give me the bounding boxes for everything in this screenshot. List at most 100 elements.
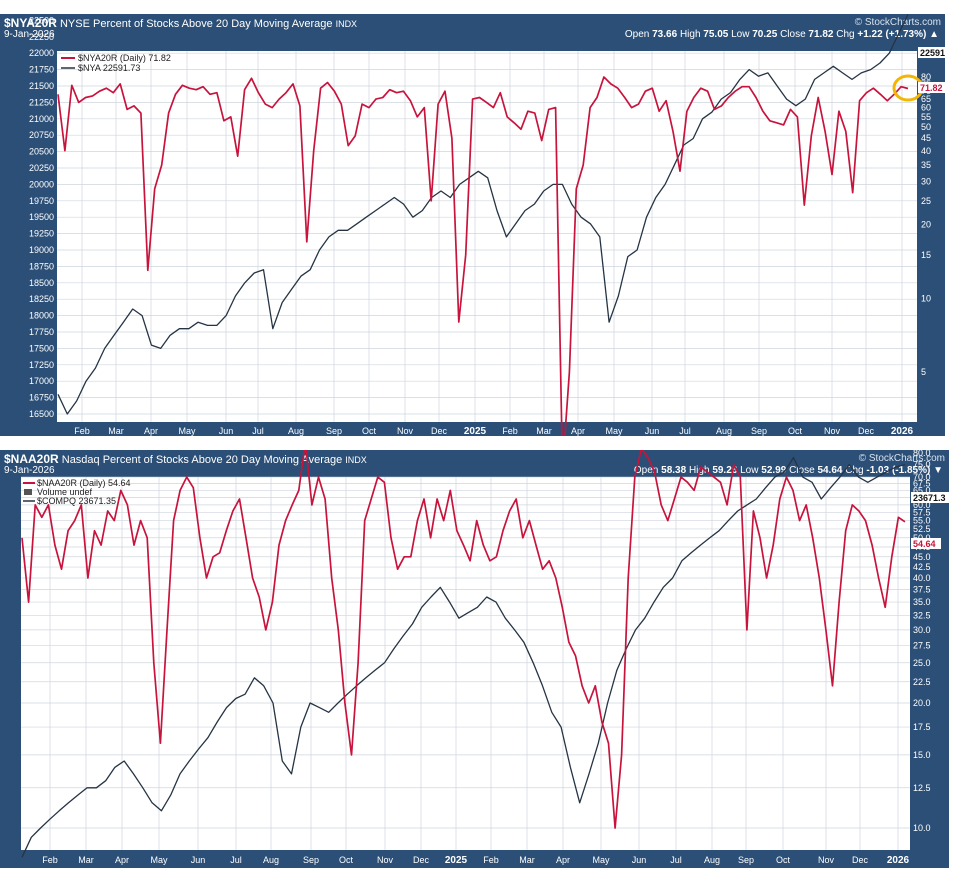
naa20r-chart-panel: $NAA20R Nasdaq Percent of Stocks Above 2… — [0, 450, 949, 868]
x-axis-tick-label: Sep — [303, 855, 319, 865]
left-axis-tick-label: 22000 — [29, 48, 54, 58]
x-axis-tick-label: Dec — [413, 855, 430, 865]
right-axis-tick-label: 50 — [921, 122, 931, 132]
x-axis-tick-label: Sep — [738, 855, 754, 865]
right-axis-tick-label: 30 — [921, 176, 931, 186]
x-axis-tick-label: Jun — [219, 426, 234, 436]
left-axis-tick-label: 20250 — [29, 163, 54, 173]
open-label: Open — [633, 465, 659, 476]
chart-symbol: $NYA20R — [4, 16, 57, 30]
last-value-tag — [911, 538, 941, 549]
left-axis-tick-label: 18000 — [29, 311, 54, 321]
x-axis-tick-label: Jul — [252, 426, 264, 436]
change-label: Chg — [836, 29, 855, 40]
right-axis-tick-label: 10 — [921, 293, 931, 303]
last-value-tag — [911, 492, 949, 503]
x-axis-tick-label: 2026 — [887, 855, 910, 866]
right-axis-tick-label: 42.5 — [913, 562, 931, 572]
x-axis-tick-label: Oct — [776, 855, 791, 865]
close-value: 71.82 — [808, 29, 834, 40]
right-axis-tick-label: 35 — [921, 160, 931, 170]
chart-description: Nasdaq Percent of Stocks Above 20 Day Mo… — [61, 454, 343, 466]
x-axis-tick-label: May — [150, 855, 168, 865]
x-axis-tick-label: 2026 — [891, 426, 914, 436]
right-axis-tick-label: 65.0 — [913, 485, 931, 495]
left-axis-tick-label: 20000 — [29, 179, 54, 189]
x-axis-tick-label: 2025 — [464, 426, 487, 436]
right-axis-tick-label: 25.0 — [913, 658, 931, 668]
x-axis-tick-label: May — [592, 855, 610, 865]
low-value: 52.99 — [761, 465, 787, 476]
close-value: 54.64 — [817, 465, 843, 476]
right-axis-tick-label: 25 — [921, 196, 931, 206]
high-value: 59.26 — [712, 465, 738, 476]
right-axis-tick-label: 65 — [921, 94, 931, 104]
x-axis-tick-label: Jun — [632, 855, 647, 865]
left-axis-tick-label: 20750 — [29, 130, 54, 140]
right-axis-tick-label: 10.0 — [913, 823, 931, 833]
x-axis-tick-label: Oct — [339, 855, 354, 865]
x-axis-tick-label: Feb — [42, 855, 58, 865]
last-value-tag-label: 23671.3 — [913, 493, 946, 503]
high-label: High — [679, 29, 701, 40]
right-axis-tick-label: 52.5 — [913, 524, 931, 534]
chart-exchange: INDX — [345, 455, 367, 465]
close-label: Close — [789, 465, 815, 476]
x-axis-tick-label: Nov — [818, 855, 835, 865]
chart-date: 9-Jan-2026 — [4, 465, 55, 476]
right-axis-tick-label: 45.0 — [913, 552, 931, 562]
left-axis-tick-label: 17250 — [29, 360, 54, 370]
chart-title: $NAA20R Nasdaq Percent of Stocks Above 2… — [4, 452, 367, 466]
close-label: Close — [780, 29, 806, 40]
left-axis-tick-label: 18250 — [29, 294, 54, 304]
right-axis-tick-label: 12.5 — [913, 783, 931, 793]
left-axis-tick-label: 19250 — [29, 229, 54, 239]
last-value-tag-label: 71.82 — [920, 83, 943, 93]
right-axis-tick-label: 80.0 — [913, 450, 931, 458]
chart-symbol: $NAA20R — [4, 452, 59, 466]
x-axis-tick-label: Feb — [502, 426, 518, 436]
left-axis-tick-label: 19000 — [29, 245, 54, 255]
right-axis-tick-label: 45 — [921, 133, 931, 143]
x-axis-tick-label: Feb — [74, 426, 90, 436]
x-axis-tick-label: Jul — [670, 855, 682, 865]
right-axis-tick-label: 30.0 — [913, 625, 931, 635]
open-value: 73.66 — [652, 29, 678, 40]
x-axis-tick-label: 2025 — [445, 855, 468, 866]
right-axis-tick-label: 55.0 — [913, 516, 931, 526]
legend-entry: Volume undef — [37, 487, 93, 497]
x-axis-tick-label: Dec — [858, 426, 875, 436]
left-axis-tick-label: 22250 — [29, 32, 54, 42]
x-axis-tick-label: Oct — [362, 426, 377, 436]
right-axis-tick-label: 67.5 — [913, 479, 931, 489]
x-axis-tick-label: Mar — [536, 426, 552, 436]
right-axis-tick-label: 5 — [921, 367, 926, 377]
right-axis-tick-label: 20.0 — [913, 698, 931, 708]
legend-entry: $NYA 22591.73 — [78, 63, 140, 73]
right-axis-tick-label: 15 — [921, 250, 931, 260]
right-axis-tick-label: 60.0 — [913, 500, 931, 510]
left-axis-tick-label: 16750 — [29, 393, 54, 403]
x-axis-tick-label: Apr — [144, 426, 158, 436]
ohlc-readout: Open 73.66 High 75.05 Low 70.25 Close 71… — [625, 29, 939, 40]
x-axis-tick-label: Oct — [788, 426, 803, 436]
x-axis-tick-label: Jul — [230, 855, 242, 865]
x-axis-tick-label: Aug — [263, 855, 279, 865]
left-axis-tick-label: 19500 — [29, 212, 54, 222]
x-axis-tick-label: Nov — [397, 426, 414, 436]
left-axis-tick-label: 21000 — [29, 114, 54, 124]
x-axis-tick-label: Jul — [679, 426, 691, 436]
x-axis-tick-label: Aug — [288, 426, 304, 436]
left-axis-tick-label: 20500 — [29, 147, 54, 157]
x-axis-tick-label: May — [178, 426, 196, 436]
x-axis-tick-label: Mar — [108, 426, 124, 436]
change-arrow-icon: ▼ — [933, 465, 943, 476]
right-axis-tick-label: 40 — [921, 146, 931, 156]
right-axis-tick-label: 22.5 — [913, 677, 931, 687]
x-axis-tick-label: Mar — [519, 855, 535, 865]
open-label: Open — [624, 29, 650, 40]
x-axis-tick-label: Mar — [78, 855, 94, 865]
low-label: Low — [731, 29, 750, 40]
x-axis-tick-label: Aug — [716, 426, 732, 436]
left-axis-tick-label: 21750 — [29, 65, 54, 75]
